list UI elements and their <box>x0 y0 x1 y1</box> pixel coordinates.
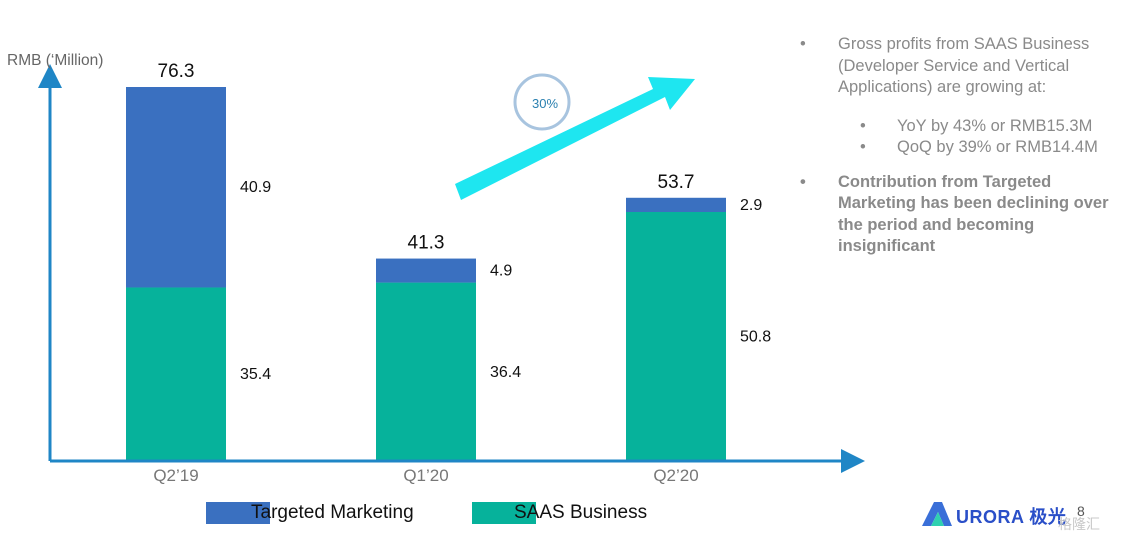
watermark: 格隆汇 <box>1058 517 1100 533</box>
bullet-dot: • <box>860 116 866 135</box>
bullet-targeted-marketing: • Contribution from Targeted Marketing h… <box>800 172 1120 258</box>
page-number: 8 <box>1077 503 1085 519</box>
legend-label: Targeted Marketing <box>251 502 414 523</box>
legend-label: SAAS Business <box>514 502 648 523</box>
bar-total-label: 53.7 <box>658 172 695 193</box>
x-tick-label: Q2’20 <box>653 466 698 485</box>
logo-wordmark: URORA 极光 <box>956 507 1067 527</box>
growth-badge <box>513 73 571 131</box>
value-label-saas-business: 50.8 <box>740 328 771 345</box>
value-label-targeted-marketing: 40.9 <box>240 179 271 196</box>
bullet-text: Contribution from Targeted Marketing has… <box>838 172 1109 256</box>
bullet-dot: • <box>800 172 806 191</box>
bullet-dot: • <box>800 35 806 53</box>
bar-total-label: 41.3 <box>408 233 445 254</box>
value-label-saas-business: 36.4 <box>490 364 521 381</box>
bullet-qoq: • QoQ by 39% or RMB14.4M <box>800 137 1120 159</box>
bullet-text: Gross profits from SAAS Business (Develo… <box>838 35 1090 96</box>
legend-swatch <box>472 502 536 524</box>
bar-targeted-marketing <box>126 87 226 288</box>
value-label-targeted-marketing: 4.9 <box>490 263 512 280</box>
aurora-logo-icon <box>922 502 952 526</box>
bullet-dot: • <box>860 138 866 156</box>
bar-total-label: 76.3 <box>158 61 195 82</box>
growth-arrow-icon <box>455 77 695 200</box>
value-label-saas-business: 35.4 <box>240 366 271 383</box>
y-axis-label: RMB (‘Million) <box>7 52 103 69</box>
x-tick-label: Q1’20 <box>403 466 448 485</box>
growth-badge-label: 30% <box>532 96 558 111</box>
bar-targeted-marketing <box>376 258 476 283</box>
bar-targeted-marketing <box>626 197 726 212</box>
commentary: • Gross profits from SAAS Business (Deve… <box>800 34 1120 258</box>
aurora-logo: URORA 极光 <box>920 500 1066 528</box>
value-label-targeted-marketing: 2.9 <box>740 197 762 214</box>
bullet-text: YoY by 43% or RMB15.3M <box>897 116 1093 135</box>
bar-saas-business <box>126 287 226 461</box>
bar-saas-business <box>376 282 476 461</box>
bullet-saas-growth: • Gross profits from SAAS Business (Deve… <box>800 34 1120 99</box>
bar-saas-business <box>626 211 726 461</box>
growth-annotation: 30% <box>455 73 695 200</box>
bullet-text: QoQ by 39% or RMB14.4M <box>897 138 1098 156</box>
bullet-yoy: • YoY by 43% or RMB15.3M <box>800 116 1120 138</box>
chart: RMB (‘Million) 76.3 40.9 35.4 Q2’19 41.3 4.9 3… <box>7 52 865 485</box>
x-tick-label: Q2’19 <box>153 466 198 485</box>
legend-swatch <box>206 502 270 524</box>
